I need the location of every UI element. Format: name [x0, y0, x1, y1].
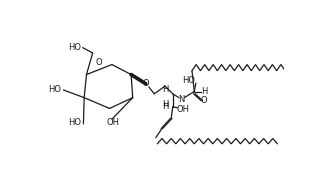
Text: O: O [143, 79, 149, 88]
Text: HO: HO [69, 43, 82, 52]
Text: H: H [162, 100, 168, 109]
Text: H: H [162, 85, 168, 95]
Text: HO: HO [69, 118, 82, 127]
Text: HO: HO [182, 76, 195, 85]
Text: OH: OH [107, 118, 120, 127]
Text: OH: OH [176, 105, 189, 114]
Text: N: N [178, 95, 185, 104]
Text: H: H [162, 102, 168, 111]
Text: O: O [95, 58, 102, 67]
Text: H: H [201, 87, 208, 96]
Text: HO: HO [48, 85, 61, 95]
Text: O: O [201, 96, 208, 105]
